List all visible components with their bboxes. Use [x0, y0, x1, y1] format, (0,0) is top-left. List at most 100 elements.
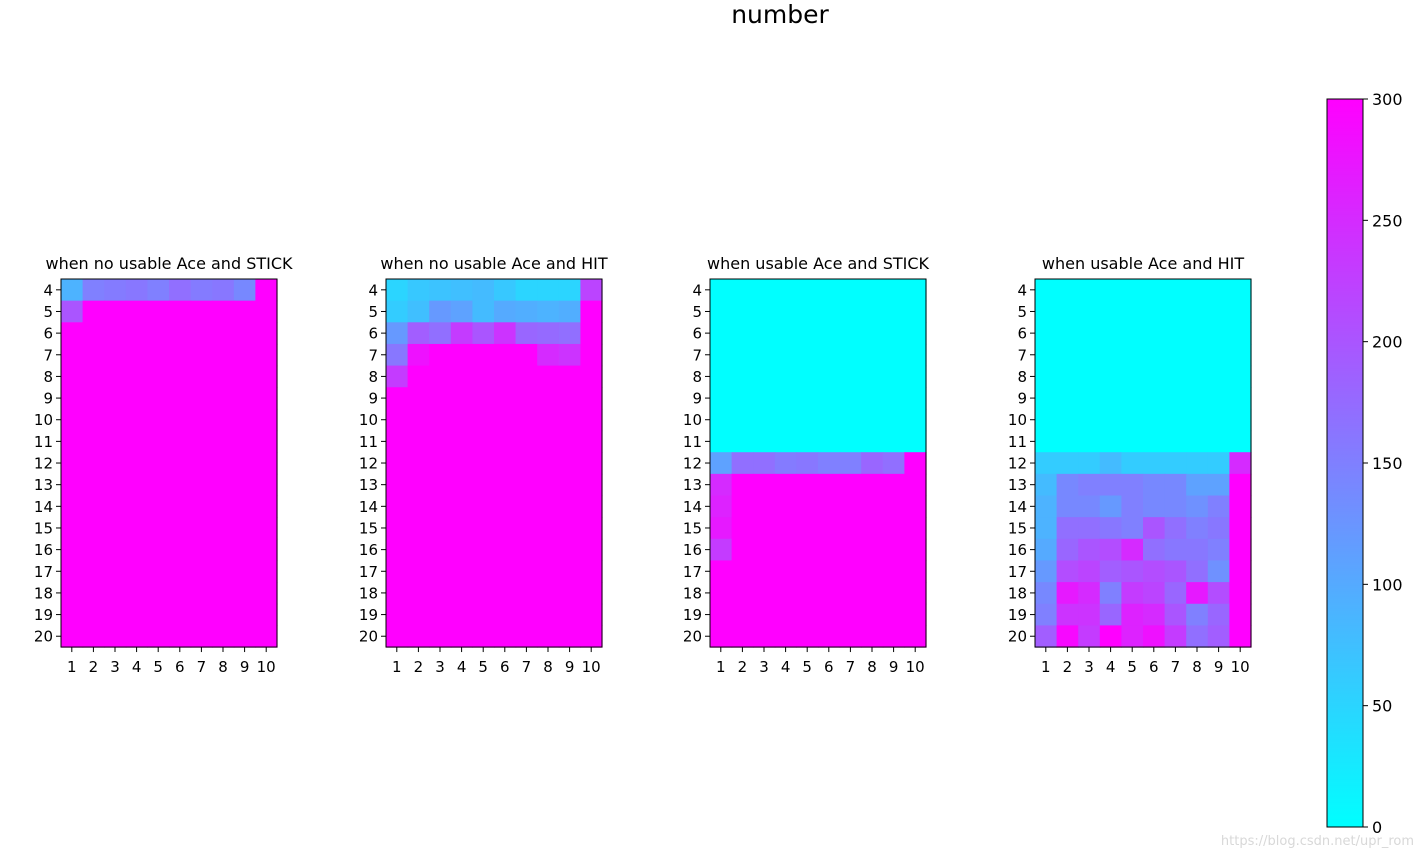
heatmap-cell [1099, 517, 1122, 540]
heatmap-cell [82, 603, 105, 626]
heatmap-cell [450, 603, 473, 626]
heatmap-cell [558, 560, 581, 583]
heatmap-cell [494, 408, 517, 432]
heatmap-cell [1207, 430, 1230, 453]
heatmap-cell [1207, 452, 1230, 475]
heatmap-cell [82, 538, 105, 562]
heatmap-cell [429, 387, 452, 410]
heatmap-cell [1207, 387, 1230, 410]
x-tick-label: 9 [1214, 658, 1224, 676]
heatmap-cell [255, 582, 278, 605]
heatmap-cell [818, 495, 841, 518]
heatmap-cell [731, 473, 754, 497]
heatmap-cell [1056, 625, 1079, 648]
heatmap-cell [169, 517, 192, 540]
heatmap-cell [558, 495, 581, 518]
heatmap-panels: when no usable Ace and STICK456789101112… [34, 254, 1252, 676]
heatmap-cell [904, 279, 927, 302]
heatmap-cell [558, 538, 581, 562]
heatmap-cell [472, 495, 495, 518]
heatmap-cell [1229, 387, 1252, 410]
heatmap-cell [255, 473, 278, 497]
heatmap-cell [147, 517, 170, 540]
heatmap-cell [710, 495, 733, 518]
heatmap-cell [1078, 517, 1101, 540]
heatmap-cell [147, 625, 170, 648]
heatmap-cell [429, 452, 452, 475]
heatmap-cell [796, 430, 819, 453]
heatmap-cell [450, 452, 473, 475]
y-tick-label: 13 [34, 476, 53, 494]
heatmap-cell [1164, 279, 1187, 302]
y-tick-label: 4 [1017, 281, 1027, 299]
heatmap-cell [861, 279, 884, 302]
heatmap-cell [904, 343, 927, 367]
panel-title: when no usable Ace and HIT [380, 254, 607, 273]
heatmap-cell [61, 538, 84, 562]
heatmap-cell [904, 582, 927, 605]
heatmap-cell [882, 517, 905, 540]
heatmap-cell [839, 430, 862, 453]
heatmap-cell [233, 452, 256, 475]
heatmap-cell [1078, 625, 1101, 648]
heatmap-cell [753, 603, 776, 626]
y-tick-label: 18 [34, 584, 53, 602]
heatmap-cell [731, 322, 754, 345]
heatmap-cell [472, 279, 495, 302]
heatmap-cell [818, 408, 841, 432]
heatmap-cell [169, 365, 192, 388]
heatmap-cell [1121, 322, 1144, 345]
heatmap-cell [147, 495, 170, 518]
heatmap-cell [1099, 560, 1122, 583]
heatmap-cell [190, 625, 213, 648]
heatmap-cell [1121, 517, 1144, 540]
heatmap-cell [861, 495, 884, 518]
heatmap-cell [1186, 365, 1209, 388]
heatmap-cell [731, 452, 754, 475]
heatmap-cell [774, 279, 797, 302]
heatmap-cell [386, 538, 409, 562]
heatmap-cell [1056, 603, 1079, 626]
heatmap-cell [1056, 408, 1079, 432]
heatmap-cell [1078, 430, 1101, 453]
heatmap-cell [796, 387, 819, 410]
heatmap-cell [386, 343, 409, 367]
heatmap-cell [407, 603, 430, 626]
heatmap-cell [1207, 495, 1230, 518]
heatmap-cell [1229, 322, 1252, 345]
heatmap-cell [861, 300, 884, 323]
heatmap-cell [839, 279, 862, 302]
heatmap-cell [515, 430, 538, 453]
y-tick-label: 17 [683, 563, 702, 581]
heatmap-cell [753, 322, 776, 345]
heatmap-cell [710, 517, 733, 540]
heatmap-cell [104, 322, 127, 345]
heatmap-cell [82, 495, 105, 518]
heatmap-cell [580, 343, 603, 367]
heatmap-cell [1035, 322, 1058, 345]
x-tick-label: 5 [478, 658, 488, 676]
y-tick-label: 13 [1008, 476, 1027, 494]
heatmap-cell [1099, 279, 1122, 302]
heatmap-cell [818, 343, 841, 367]
heatmap-cell [147, 387, 170, 410]
heatmap-cell [472, 343, 495, 367]
heatmap-cell [61, 495, 84, 518]
heatmap-cell [861, 625, 884, 648]
heatmap-cell [1207, 560, 1230, 583]
x-tick-label: 3 [759, 658, 769, 676]
heatmap-cell [558, 603, 581, 626]
heatmap-cell [753, 582, 776, 605]
heatmap-cell [515, 538, 538, 562]
heatmap-cell [818, 322, 841, 345]
heatmap-cell [104, 582, 127, 605]
heatmap-panel: when no usable Ace and HIT45678910111213… [359, 254, 608, 676]
heatmap-cell [494, 495, 517, 518]
heatmap-cell [1143, 408, 1166, 432]
heatmap-cell [190, 560, 213, 583]
y-tick-label: 14 [34, 498, 53, 516]
heatmap-cell [147, 408, 170, 432]
heatmap-cell [61, 603, 84, 626]
heatmap-cell [904, 625, 927, 648]
heatmap-cell [212, 625, 235, 648]
